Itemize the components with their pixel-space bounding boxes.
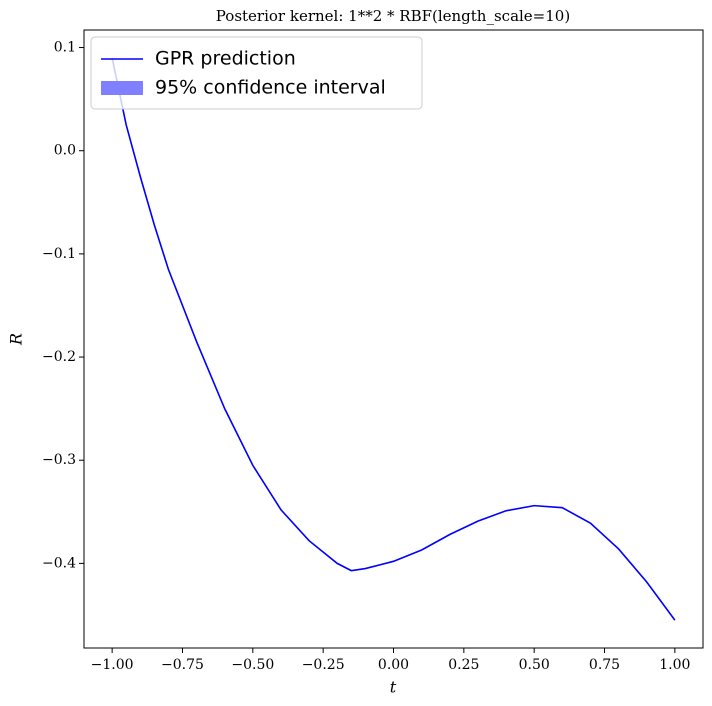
legend-patch: [101, 81, 143, 95]
x-tick-label: 0.25: [448, 657, 479, 673]
y-tick-label: 0.0: [54, 143, 76, 159]
legend-label: GPR prediction: [155, 48, 296, 70]
x-tick-label: 0.75: [589, 657, 620, 673]
legend-box: [90, 36, 423, 110]
y-tick-label: −0.1: [42, 246, 76, 262]
y-tick-label: 0.1: [54, 40, 76, 56]
x-tick-label: 1.00: [659, 657, 690, 673]
x-tick-label: −0.50: [231, 657, 274, 673]
y-tick-label: −0.3: [42, 452, 76, 468]
y-tick-label: −0.4: [42, 555, 76, 571]
line-series: [111, 57, 676, 621]
plot-frame: [83, 29, 704, 649]
x-tick-label: −0.25: [302, 657, 345, 673]
x-axis-label: t: [390, 678, 397, 697]
chart-title: Posterior kernel: 1**2 * RBF(length_scal…: [216, 7, 570, 25]
legend-label: 95% confidence interval: [155, 77, 386, 99]
x-tick-label: −0.75: [161, 657, 204, 673]
x-tick-label: −1.00: [91, 657, 134, 673]
y-tick-label: −0.2: [42, 349, 76, 365]
y-axis-label: R: [7, 333, 26, 346]
x-tick-label: 0.50: [519, 657, 550, 673]
x-tick-label: 0.00: [378, 657, 409, 673]
